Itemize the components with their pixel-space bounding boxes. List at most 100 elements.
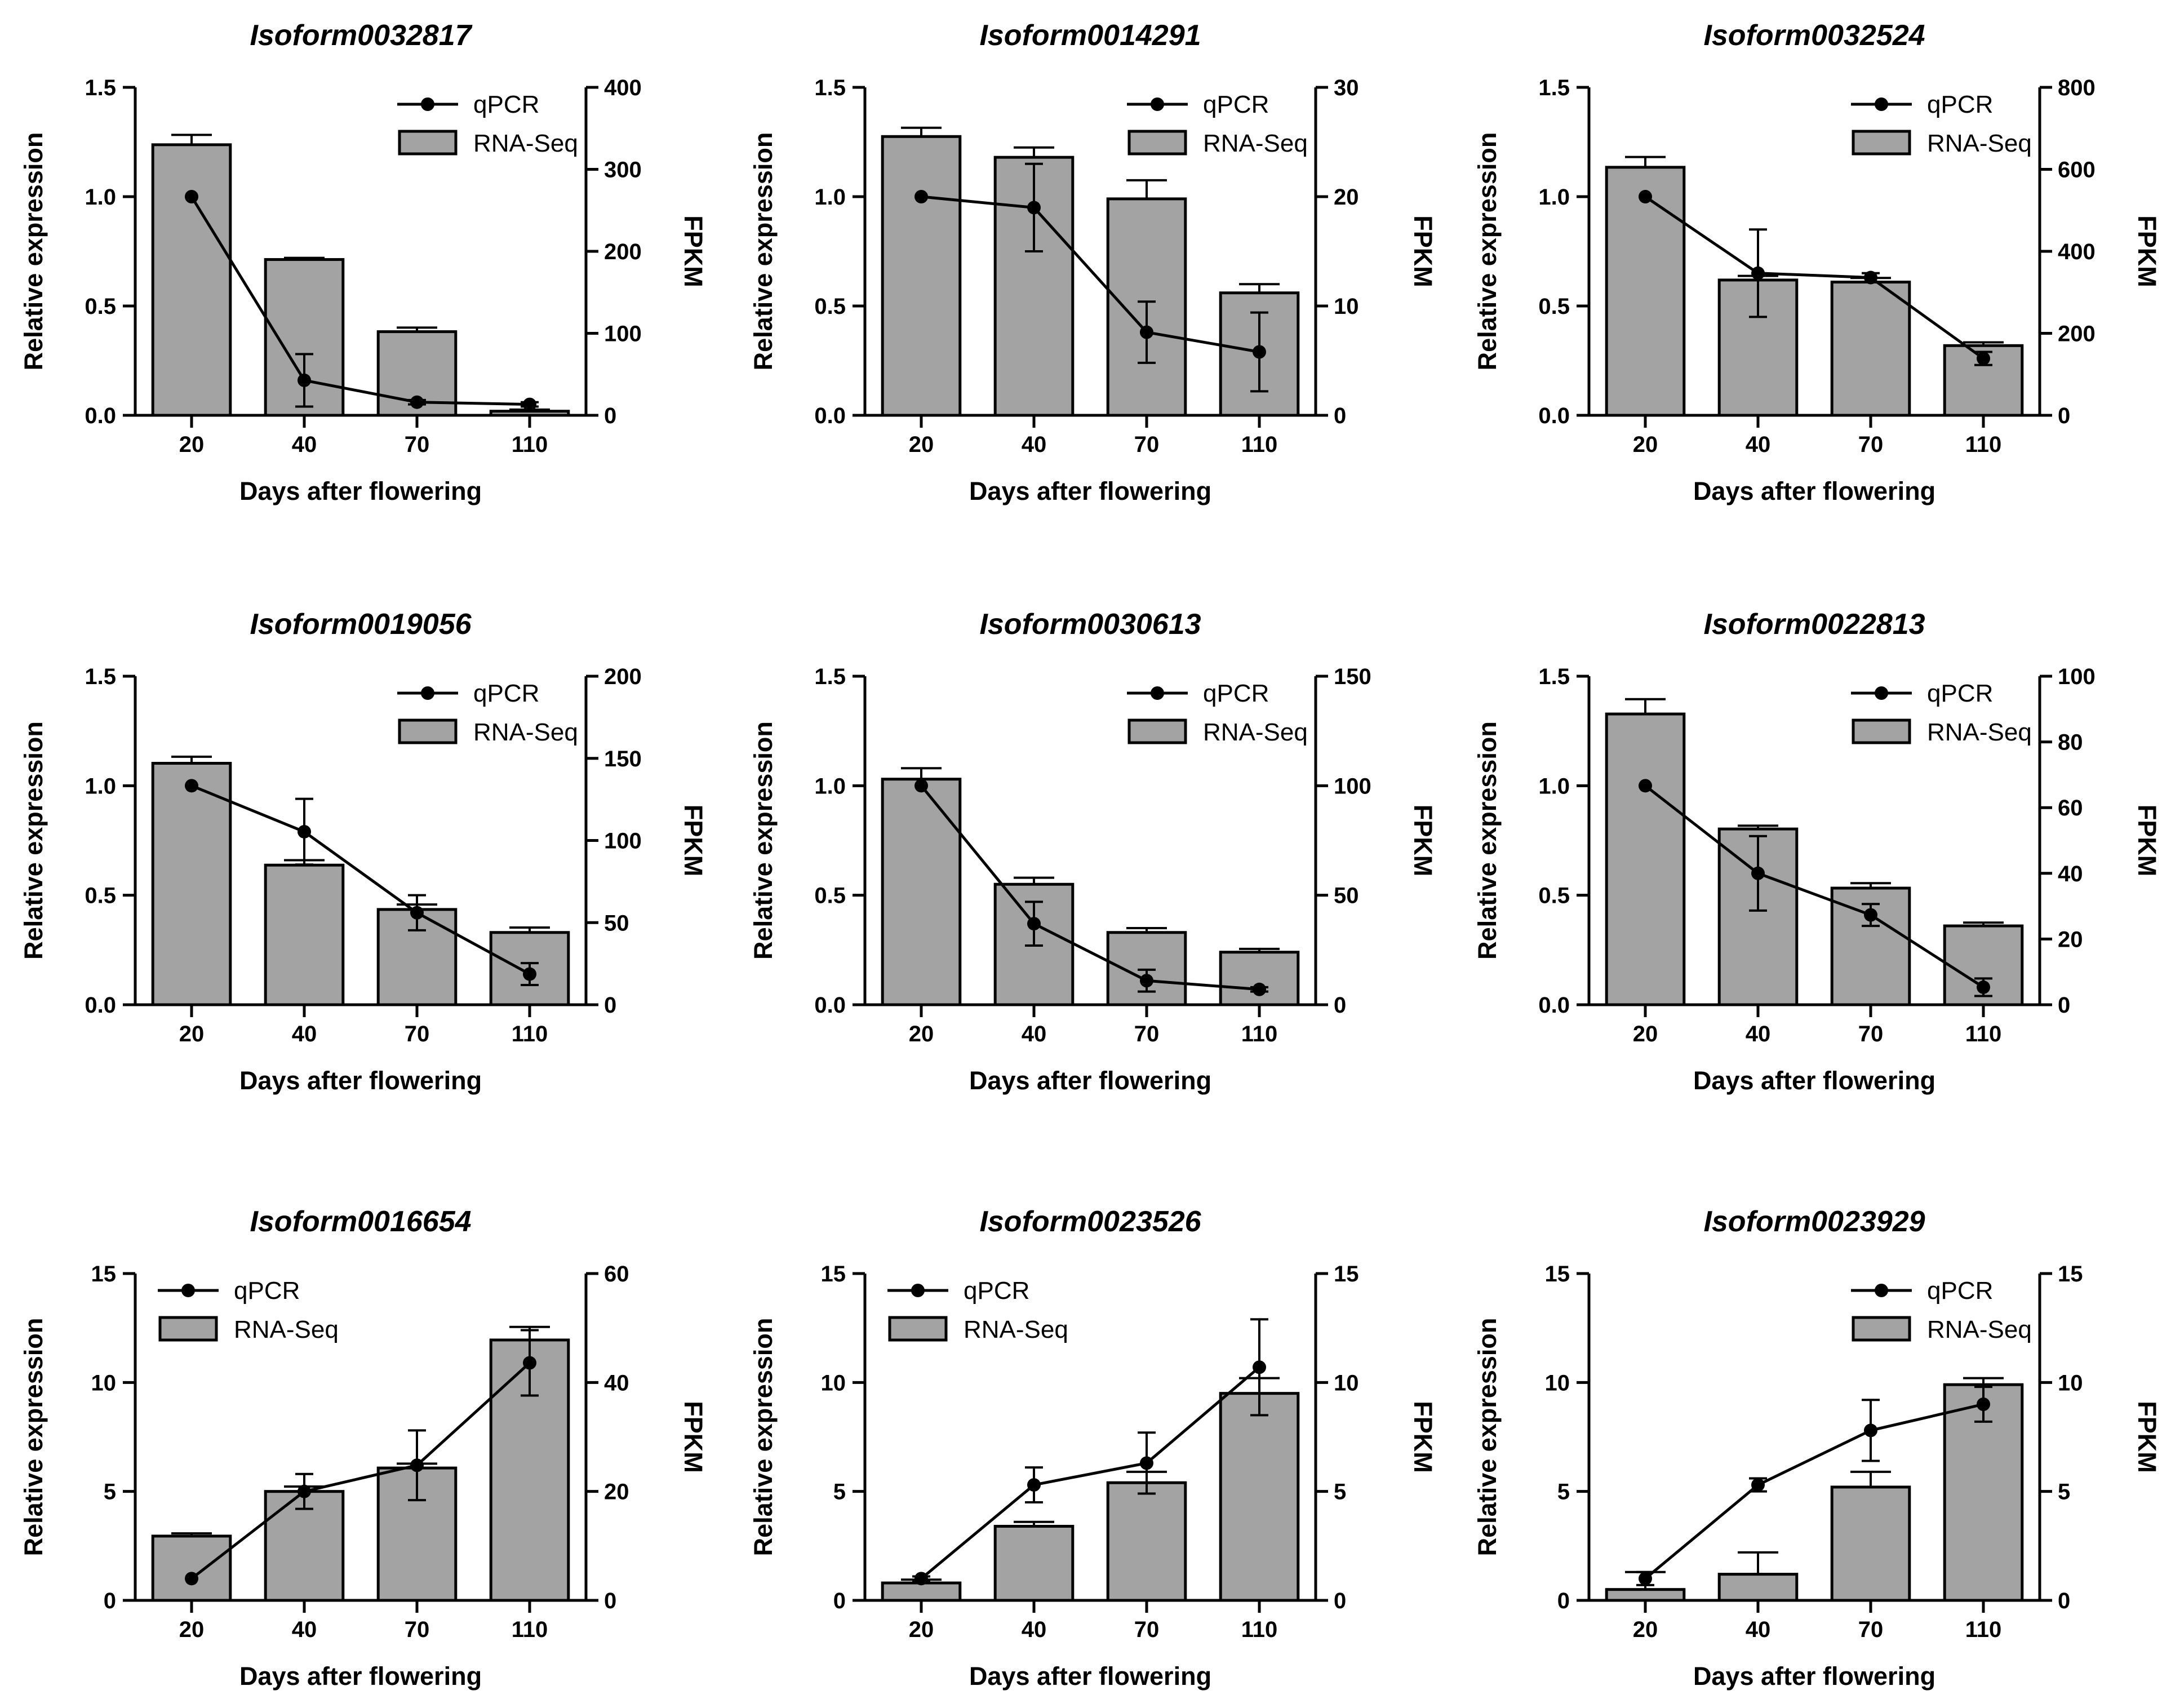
left-tick-label: 1.0 [85, 774, 116, 798]
right-tick-label: 0 [1334, 993, 1346, 1018]
legend-bar-swatch [1852, 718, 1911, 744]
qpcr-point [1751, 266, 1765, 280]
chart-panel-Isoform0014291: Isoform0014291 0.0 0.5 1.0 1.5 0 10 20 30 20 40 70 1… [749, 19, 1437, 505]
legend-bar-swatch [158, 1316, 218, 1342]
y2-axis-label: FPKM [1409, 805, 1437, 877]
left-tick-label: 0.5 [1538, 884, 1570, 908]
legend-label-rnaseq: RNA-Seq [1927, 130, 2032, 157]
right-tick-label: 100 [604, 829, 642, 854]
legend-bar-swatch [1127, 718, 1187, 744]
y2-axis-label: FPKM [679, 215, 708, 287]
legend-bar-swatch [1852, 130, 1911, 156]
right-tick-label: 200 [2058, 322, 2096, 347]
x-axis-label: Days after flowering [1693, 1662, 1935, 1691]
right-tick-label: 150 [1334, 664, 1371, 689]
chart-legend: qPCR RNA-Seq [1851, 91, 2032, 157]
x-tick-label: 110 [1241, 1022, 1278, 1046]
legend-label-qpcr: qPCR [964, 1277, 1029, 1305]
qpcr-point [1140, 325, 1153, 339]
qpcr-line [921, 195, 1260, 353]
left-tick-label: 0 [833, 1589, 846, 1613]
x-tick-label: 20 [909, 1022, 934, 1046]
right-tick-label: 0 [604, 403, 616, 428]
x-tick-label: 40 [292, 1022, 317, 1046]
right-tick-label: 15 [2058, 1262, 2083, 1286]
qpcr-line [190, 1361, 531, 1580]
right-tick-label: 60 [604, 1262, 629, 1286]
bar [151, 143, 232, 417]
left-tick-label: 0.0 [814, 403, 846, 428]
qpcr-point [1751, 1478, 1765, 1492]
x-tick-label: 40 [1022, 1617, 1047, 1642]
left-tick-label: 0.5 [1538, 294, 1570, 319]
bar [1717, 1573, 1799, 1602]
qpcr-point [1639, 190, 1652, 203]
qpcr-point [185, 1572, 198, 1586]
x-tick-label: 70 [1134, 1617, 1160, 1642]
left-tick-label: 1.5 [85, 76, 116, 100]
chart-legend: qPCR RNA-Seq [887, 1277, 1068, 1343]
bar [881, 1581, 962, 1602]
right-tick-label: 0 [2058, 993, 2070, 1018]
y-axis-label: Relative expression [1473, 1318, 1502, 1556]
legend-label-qpcr: qPCR [473, 680, 539, 707]
chart-title: Isoform0014291 [979, 19, 1201, 52]
qpcr-line [1644, 195, 1985, 360]
bar [1219, 1392, 1300, 1602]
qpcr-point [1027, 917, 1041, 931]
legend-bar-swatch [1127, 130, 1187, 156]
y-axis-label: Relative expression [19, 132, 48, 371]
left-tick-label: 1.0 [814, 185, 846, 210]
right-tick-label: 5 [2058, 1480, 2070, 1505]
x-axis-label: Days after flowering [969, 1662, 1211, 1691]
x-tick-label: 110 [1965, 432, 2002, 457]
y2-axis-label: FPKM [679, 1401, 708, 1473]
legend-marker-swatch [181, 1284, 195, 1297]
right-tick-label: 200 [604, 239, 642, 264]
right-tick-label: 400 [604, 76, 642, 100]
left-tick-label: 1.0 [1538, 185, 1570, 210]
x-tick-label: 110 [1241, 432, 1278, 457]
chart-title: Isoform0016654 [250, 1205, 471, 1238]
right-tick-label: 100 [1334, 774, 1371, 798]
chart-title: Isoform0022813 [1703, 608, 1925, 641]
chart-legend: qPCR RNA-Seq [397, 91, 578, 157]
chart-legend: qPCR RNA-Seq [1851, 1277, 2032, 1343]
left-tick-label: 0.5 [814, 294, 846, 319]
chart-legend: qPCR RNA-Seq [1851, 680, 2032, 746]
bar [1605, 166, 1686, 417]
x-tick-label: 20 [1633, 432, 1658, 457]
qpcr-point [298, 824, 311, 839]
qpcr-point [185, 779, 198, 793]
legend-label-qpcr: qPCR [1203, 91, 1269, 118]
x-axis-label: Days after flowering [969, 1066, 1211, 1095]
x-tick-label: 40 [292, 1617, 317, 1642]
legend-label-qpcr: qPCR [1927, 91, 1993, 118]
x-tick-label: 20 [1633, 1617, 1658, 1642]
x-tick-label: 70 [1134, 432, 1160, 457]
right-tick-label: 5 [1334, 1480, 1346, 1505]
qpcr-line [920, 784, 1260, 991]
legend-marker-swatch [1875, 686, 1888, 700]
qpcr-point [1751, 866, 1765, 880]
qpcr-point [410, 1458, 424, 1472]
bar [1219, 951, 1300, 1006]
qpcr-point [410, 906, 424, 920]
left-tick-label: 5 [1557, 1480, 1570, 1505]
x-tick-label: 40 [1746, 1617, 1771, 1642]
legend-label-rnaseq: RNA-Seq [1203, 718, 1308, 746]
left-tick-label: 1.5 [1538, 76, 1570, 100]
x-tick-label: 110 [512, 1617, 548, 1642]
left-tick-label: 0 [104, 1589, 116, 1613]
x-tick-label: 40 [1022, 432, 1047, 457]
right-tick-label: 80 [2058, 730, 2083, 755]
left-tick-label: 1.0 [814, 774, 846, 798]
left-tick-label: 1.0 [85, 185, 116, 210]
legend-label-qpcr: qPCR [234, 1277, 300, 1305]
left-tick-label: 0.0 [85, 403, 116, 428]
x-tick-label: 70 [405, 1022, 430, 1046]
qpcr-point [523, 1356, 536, 1370]
qpcr-point [1253, 982, 1266, 996]
legend-marker-swatch [1151, 686, 1164, 700]
chart-legend: qPCR RNA-Seq [397, 680, 578, 746]
